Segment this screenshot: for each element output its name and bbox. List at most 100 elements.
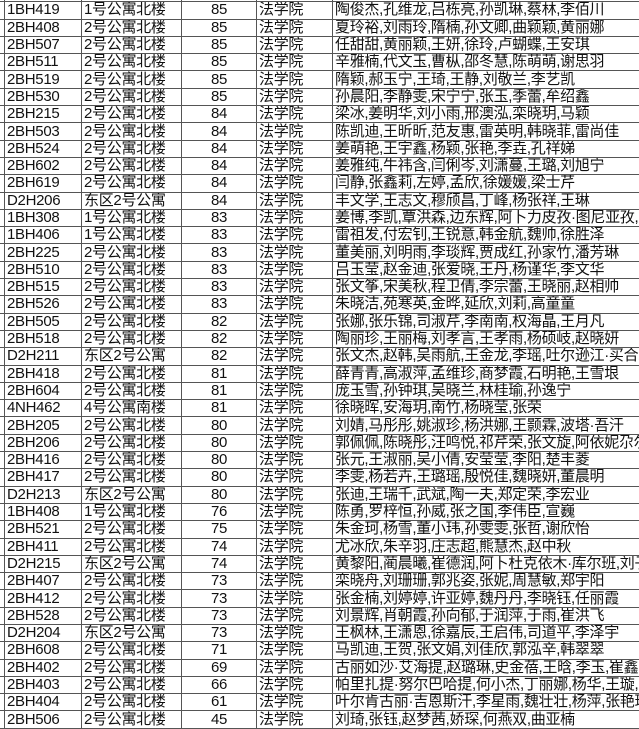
room-number-cell: 2BH608 [5, 642, 82, 659]
room-number-cell: 4NH462 [5, 400, 82, 417]
room-number-cell: 1BH308 [5, 209, 82, 226]
room-number-cell: 2BH408 [5, 19, 82, 36]
building-cell: 东区2号公寓 [82, 624, 182, 641]
members-cell: 孙晨阳,李静雯,宋宁宁,张玉,季蕾,牟绍鑫 [333, 88, 639, 105]
building-cell: 2号公寓北楼 [82, 365, 182, 382]
room-number-cell: 2BH404 [5, 694, 82, 711]
room-number-cell: 2BH205 [5, 417, 82, 434]
building-cell: 2号公寓北楼 [82, 694, 182, 711]
building-cell: 2号公寓北楼 [82, 313, 182, 330]
score-cell: 82 [182, 330, 257, 347]
building-cell: 2号公寓北楼 [82, 642, 182, 659]
building-cell: 2号公寓北楼 [82, 607, 182, 624]
room-number-cell: 2BH619 [5, 175, 82, 192]
building-cell: 2号公寓北楼 [82, 382, 182, 399]
score-cell: 80 [182, 486, 257, 503]
college-cell: 法学院 [257, 573, 333, 590]
members-cell: 薛青青,高淑萍,孟维珍,商梦霞,石明艳,王雪垠 [333, 365, 639, 382]
room-number-cell: 2BH519 [5, 71, 82, 88]
score-cell: 74 [182, 538, 257, 555]
room-number-cell: 1BH419 [5, 2, 82, 19]
members-cell: 古丽如沙·艾海提,赵璐琳,史金蓓,王晗,李玉,崔鑫伟 [333, 659, 639, 676]
building-cell: 2号公寓北楼 [82, 659, 182, 676]
building-cell: 2号公寓北楼 [82, 676, 182, 693]
members-cell: 张娜,张乐锦,司淑芹,李南南,权海晶,王月凡 [333, 313, 639, 330]
building-cell: 东区2号公寓 [82, 192, 182, 209]
room-number-cell: 2BH411 [5, 538, 82, 555]
building-cell: 2号公寓北楼 [82, 157, 182, 174]
room-number-cell: 2BH604 [5, 382, 82, 399]
college-cell: 法学院 [257, 348, 333, 365]
college-cell: 法学院 [257, 261, 333, 278]
members-cell: 朱晓洁,苑寒英,金晔,延欣,刘莉,高童童 [333, 296, 639, 313]
room-number-cell: 2BH506 [5, 711, 82, 728]
score-cell: 85 [182, 19, 257, 36]
college-cell: 法学院 [257, 140, 333, 157]
building-cell: 2号公寓北楼 [82, 106, 182, 123]
building-cell: 2号公寓北楼 [82, 434, 182, 451]
score-cell: 75 [182, 521, 257, 538]
room-number-cell: 2BH412 [5, 590, 82, 607]
building-cell: 2号公寓北楼 [82, 54, 182, 71]
building-cell: 4号公寓南楼 [82, 400, 182, 417]
building-cell: 2号公寓北楼 [82, 123, 182, 140]
members-cell: 姜雅纯,牛祎含,闫俐岑,刘潇蔓,王璐,刘旭宁 [333, 157, 639, 174]
members-cell: 张金楠,刘婷婷,许亚婷,魏丹丹,李晓钰,任丽霞 [333, 590, 639, 607]
score-cell: 73 [182, 607, 257, 624]
college-cell: 法学院 [257, 330, 333, 347]
members-cell: 闫静,张鑫莉,左婷,孟欣,徐媛媛,梁士芹 [333, 175, 639, 192]
college-cell: 法学院 [257, 192, 333, 209]
score-cell: 71 [182, 642, 257, 659]
members-cell: 刘景辉,肖朝霞,孙向郁,于润萍,于雨,崔洪飞 [333, 607, 639, 624]
college-cell: 法学院 [257, 227, 333, 244]
building-cell: 2号公寓北楼 [82, 19, 182, 36]
members-cell: 丰文学,王志文,穆颀昌,丁峰,杨张祥,王琳 [333, 192, 639, 209]
members-cell: 刘琦,张钰,赵梦茜,娇琛,何燕双,曲亚楠 [333, 711, 639, 728]
college-cell: 法学院 [257, 607, 333, 624]
college-cell: 法学院 [257, 123, 333, 140]
college-cell: 法学院 [257, 175, 333, 192]
building-cell: 2号公寓北楼 [82, 711, 182, 728]
score-cell: 81 [182, 400, 257, 417]
members-cell: 吕玉莹,赵金迪,张爱晓,王丹,杨谨华,李文华 [333, 261, 639, 278]
college-cell: 法学院 [257, 382, 333, 399]
members-cell: 任甜甜,黄丽颖,王妍,徐玲,卢蝴蝶,王安琪 [333, 36, 639, 53]
room-number-cell: 2BH515 [5, 279, 82, 296]
members-cell: 王枫林,王潇恩,徐嘉辰,王启伟,司道平,李泽宇 [333, 624, 639, 641]
members-cell: 夏玲裕,刘雨玲,隋楠,孙文卿,曲颖颖,黄丽娜 [333, 19, 639, 36]
college-cell: 法学院 [257, 2, 333, 19]
members-cell: 尤冰欣,朱辛羽,庄志超,熊慧杰,赵中秋 [333, 538, 639, 555]
score-cell: 73 [182, 573, 257, 590]
score-cell: 84 [182, 175, 257, 192]
members-cell: 叶尔肯古丽·吉恩斯汗,李星雨,魏壮壮,杨萍,张艳珠, [333, 694, 639, 711]
building-cell: 2号公寓北楼 [82, 175, 182, 192]
room-number-cell: 2BH416 [5, 452, 82, 469]
building-cell: 2号公寓北楼 [82, 469, 182, 486]
members-cell: 陈凯迪,王昕昕,范友惠,雷英明,韩晓菲,雷尚佳 [333, 123, 639, 140]
building-cell: 2号公寓北楼 [82, 296, 182, 313]
building-cell: 1号公寓北楼 [82, 503, 182, 520]
score-cell: 83 [182, 244, 257, 261]
score-cell: 80 [182, 417, 257, 434]
college-cell: 法学院 [257, 36, 333, 53]
score-cell: 85 [182, 88, 257, 105]
building-cell: 东区2号公寓 [82, 555, 182, 572]
members-cell: 徐晓晖,安海玥,南竹,杨晓莹,张荣 [333, 400, 639, 417]
score-cell: 80 [182, 434, 257, 451]
